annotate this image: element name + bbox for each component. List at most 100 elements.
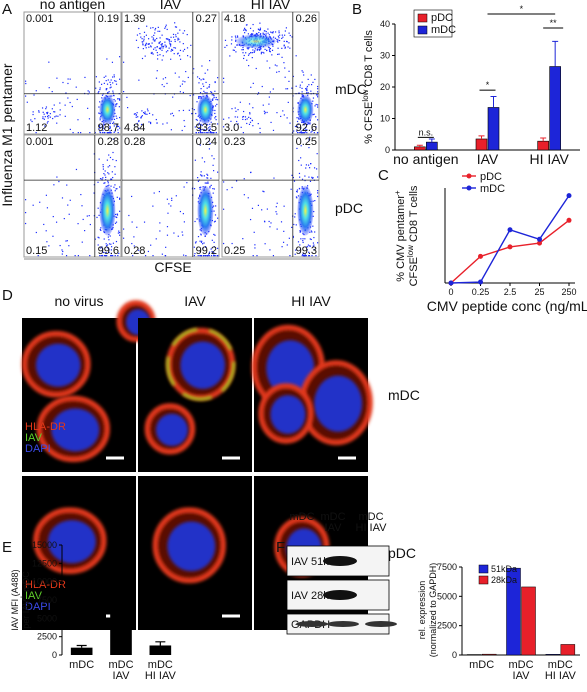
event-dot bbox=[248, 65, 250, 67]
event-dot bbox=[108, 248, 110, 250]
event-dot bbox=[248, 123, 251, 125]
event-dot bbox=[242, 115, 245, 118]
event-dot bbox=[206, 94, 208, 96]
event-dot bbox=[144, 45, 146, 47]
event-dot bbox=[197, 235, 200, 238]
event-dot bbox=[287, 101, 289, 104]
event-dot bbox=[242, 116, 244, 118]
event-dot bbox=[289, 34, 291, 37]
event-dot bbox=[114, 130, 116, 132]
event-dot bbox=[141, 115, 143, 117]
event-dot bbox=[111, 61, 114, 63]
event-dot bbox=[156, 51, 158, 54]
event-dot bbox=[210, 248, 212, 250]
event-dot bbox=[211, 94, 213, 96]
event-dot bbox=[206, 124, 209, 126]
event-dot bbox=[295, 224, 297, 226]
event-dot bbox=[194, 159, 196, 161]
event-dot bbox=[25, 82, 27, 85]
event-dot bbox=[31, 120, 33, 123]
event-dot bbox=[202, 83, 204, 85]
event-dot bbox=[112, 82, 114, 84]
event-dot bbox=[248, 103, 251, 105]
event-dot bbox=[105, 89, 107, 91]
event-dot bbox=[199, 96, 201, 98]
event-dot bbox=[99, 88, 101, 91]
event-dot bbox=[87, 107, 89, 109]
event-dot bbox=[249, 117, 252, 120]
event-dot bbox=[277, 47, 279, 49]
event-dot bbox=[237, 123, 239, 125]
event-dot bbox=[206, 132, 208, 134]
event-dot bbox=[317, 91, 319, 93]
event-dot bbox=[57, 115, 59, 117]
nucleus bbox=[35, 343, 81, 387]
event-dot bbox=[179, 58, 182, 60]
event-dot bbox=[213, 188, 215, 190]
event-dot bbox=[208, 84, 211, 86]
error-bar bbox=[540, 137, 547, 142]
event-dot bbox=[148, 112, 151, 114]
event-dot bbox=[43, 223, 45, 226]
event-dot bbox=[165, 24, 167, 26]
event-dot bbox=[303, 255, 305, 257]
event-dot bbox=[102, 125, 104, 127]
event-dot bbox=[296, 126, 299, 128]
y-tick-label: 10 bbox=[380, 114, 390, 124]
event-dot bbox=[101, 120, 103, 123]
event-dot bbox=[269, 47, 271, 50]
event-dot bbox=[113, 131, 115, 133]
event-dot bbox=[197, 127, 200, 130]
event-dot bbox=[194, 253, 196, 255]
event-dot bbox=[236, 35, 239, 37]
event-dot bbox=[299, 86, 301, 88]
event-dot bbox=[284, 47, 286, 49]
event-dot bbox=[213, 132, 215, 134]
event-dot bbox=[102, 129, 104, 132]
event-dot bbox=[65, 240, 67, 242]
event-dot bbox=[68, 213, 70, 215]
event-dot bbox=[276, 71, 278, 73]
event-dot bbox=[254, 244, 256, 246]
event-dot bbox=[119, 56, 121, 58]
y-tick-label: 20 bbox=[380, 82, 390, 92]
event-dot bbox=[116, 196, 118, 198]
event-dot bbox=[174, 47, 177, 49]
event-dot bbox=[188, 109, 190, 111]
event-dot bbox=[167, 212, 169, 214]
event-dot bbox=[48, 115, 50, 117]
event-dot bbox=[278, 37, 280, 39]
event-dot bbox=[237, 36, 239, 38]
event-dot bbox=[316, 153, 318, 155]
event-dot bbox=[110, 252, 112, 255]
event-dot bbox=[286, 40, 288, 43]
event-dot bbox=[143, 221, 146, 223]
event-dot bbox=[109, 84, 112, 86]
event-dot bbox=[69, 78, 71, 80]
event-dot bbox=[240, 126, 242, 128]
event-dot bbox=[235, 51, 237, 53]
event-dot bbox=[293, 223, 295, 226]
event-dot bbox=[98, 128, 100, 130]
event-dot bbox=[144, 113, 147, 115]
event-dot bbox=[301, 255, 303, 257]
event-dot bbox=[210, 91, 212, 93]
event-dot bbox=[106, 159, 108, 161]
event-dot bbox=[158, 47, 161, 50]
event-dot bbox=[254, 247, 256, 249]
event-dot bbox=[148, 43, 150, 45]
event-dot bbox=[301, 94, 303, 96]
event-dot bbox=[186, 47, 189, 49]
event-dot bbox=[150, 27, 152, 29]
event-dot bbox=[200, 88, 202, 90]
event-dot bbox=[277, 35, 280, 37]
event-dot bbox=[195, 241, 197, 243]
event-dot bbox=[206, 182, 208, 184]
event-dot bbox=[152, 205, 154, 207]
event-dot bbox=[241, 49, 243, 51]
event-dot bbox=[138, 127, 140, 129]
event-dot bbox=[182, 213, 184, 215]
event-dot bbox=[183, 186, 185, 188]
event-dot bbox=[109, 127, 111, 129]
event-dot bbox=[297, 102, 299, 104]
